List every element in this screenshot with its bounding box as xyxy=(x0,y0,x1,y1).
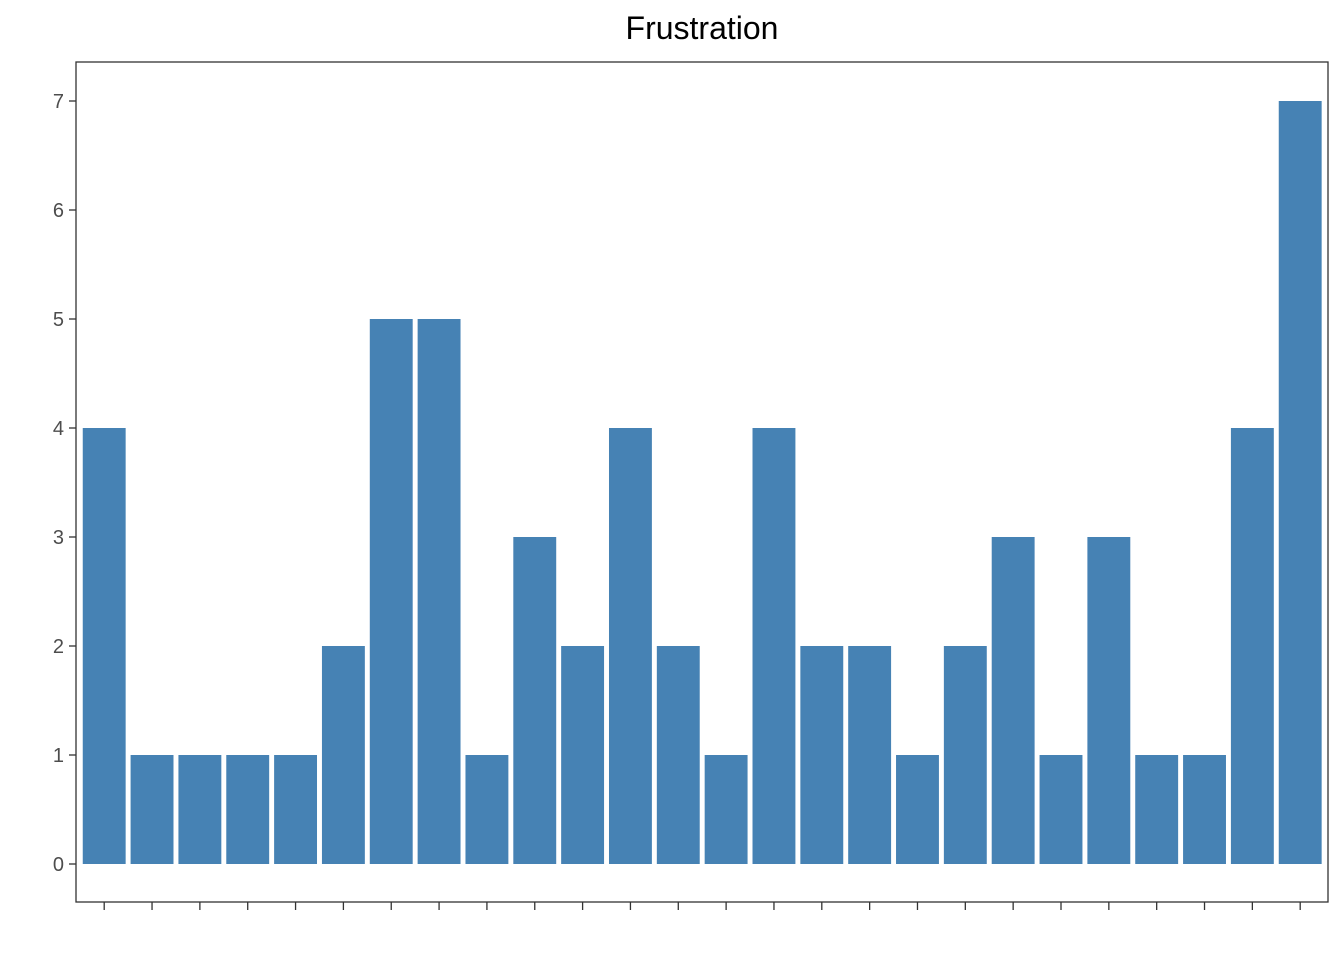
bar xyxy=(513,537,557,864)
bar xyxy=(130,755,174,864)
y-tick-label: 5 xyxy=(53,309,64,331)
bar xyxy=(417,319,461,864)
y-tick-label: 0 xyxy=(53,854,64,876)
bar xyxy=(704,755,748,864)
bar xyxy=(178,755,222,864)
plot-panel-border xyxy=(75,61,1329,903)
y-tick-label: 1 xyxy=(53,745,64,767)
y-tick-label: 3 xyxy=(53,527,64,549)
bar xyxy=(321,646,365,864)
bar xyxy=(1183,755,1226,864)
bar xyxy=(369,319,413,864)
bar xyxy=(896,755,939,864)
bar xyxy=(943,646,987,864)
bar xyxy=(1230,428,1274,864)
bar xyxy=(752,428,796,864)
y-tick-label: 2 xyxy=(53,636,64,658)
bar xyxy=(848,646,892,864)
bar xyxy=(561,646,605,864)
bar xyxy=(274,755,318,864)
bar xyxy=(1135,755,1179,864)
bar xyxy=(226,755,270,864)
bar xyxy=(82,428,126,864)
bar xyxy=(656,646,700,864)
y-tick-label: 6 xyxy=(53,200,64,222)
bar xyxy=(991,537,1035,864)
bar xyxy=(1039,755,1083,864)
bar xyxy=(465,755,509,864)
chart-title: Frustration xyxy=(625,10,779,46)
bar xyxy=(608,428,652,864)
bar xyxy=(1278,101,1322,864)
bar xyxy=(1087,537,1131,864)
y-tick-label: 7 xyxy=(53,91,64,113)
y-tick-label: 4 xyxy=(53,418,64,440)
bar xyxy=(800,646,844,864)
